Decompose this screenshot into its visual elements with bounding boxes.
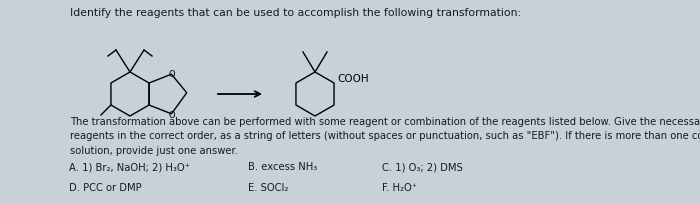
Text: E. SOCl₂: E. SOCl₂ — [248, 182, 289, 192]
Text: The transformation above can be performed with some reagent or combination of th: The transformation above can be performe… — [70, 116, 700, 155]
Text: F. H₂O⁺: F. H₂O⁺ — [382, 182, 416, 192]
Text: COOH: COOH — [337, 74, 369, 84]
Text: O: O — [168, 69, 175, 78]
Text: B. excess NH₃: B. excess NH₃ — [248, 161, 318, 171]
Text: O: O — [168, 111, 175, 120]
Text: A. 1) Br₂, NaOH; 2) H₃O⁺: A. 1) Br₂, NaOH; 2) H₃O⁺ — [69, 161, 190, 171]
Text: C. 1) O₃; 2) DMS: C. 1) O₃; 2) DMS — [382, 161, 462, 171]
Text: Identify the reagents that can be used to accomplish the following transformatio: Identify the reagents that can be used t… — [70, 8, 521, 18]
Text: D. PCC or DMP: D. PCC or DMP — [69, 182, 141, 192]
